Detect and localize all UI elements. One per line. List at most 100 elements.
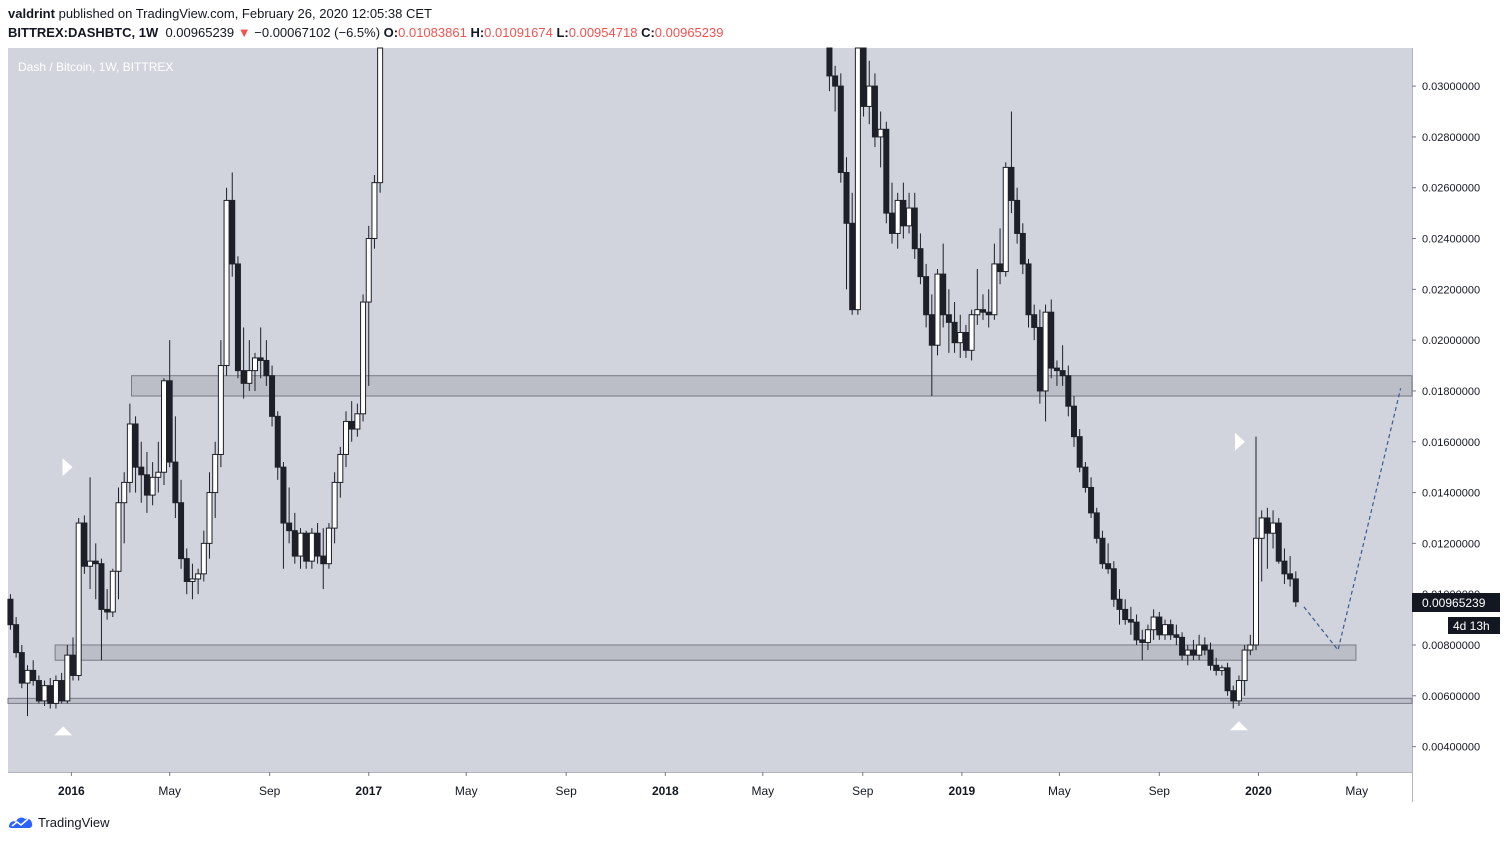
price-tick-label: 0.00400000 bbox=[1422, 742, 1480, 754]
candle-body-up bbox=[246, 370, 253, 384]
candle-body-down bbox=[178, 502, 185, 560]
candle-body-down bbox=[166, 380, 173, 463]
candle-body-down bbox=[883, 128, 890, 214]
candle-body-up bbox=[1002, 166, 1009, 273]
candle-body-up bbox=[1184, 649, 1191, 656]
candle-body-down bbox=[7, 598, 14, 626]
candle-body-down bbox=[1048, 311, 1055, 369]
candle-body-up bbox=[1150, 616, 1157, 631]
candle-body-down bbox=[47, 685, 54, 704]
candle-body-down bbox=[837, 85, 844, 173]
candle-body-up bbox=[934, 273, 941, 346]
candle-body-down bbox=[1110, 568, 1117, 600]
tradingview-brand-text: TradingView bbox=[38, 814, 110, 830]
candle-body-down bbox=[104, 608, 111, 613]
candle-body-down bbox=[826, 47, 833, 77]
candle-body-up bbox=[1196, 644, 1203, 656]
candle-body-up bbox=[1258, 517, 1265, 539]
candle-body-down bbox=[257, 357, 264, 361]
high-label: H: bbox=[470, 25, 485, 40]
candle-body-up bbox=[1235, 680, 1242, 702]
candle-body-down bbox=[1076, 436, 1083, 468]
last-price: 0.00965239 bbox=[165, 25, 235, 40]
candle-body-down bbox=[172, 461, 179, 504]
time-axis[interactable]: 2016 May Sep 2017 May Sep 2018 May Sep 2019 May Sep… bbox=[8, 772, 1412, 802]
time-tick-label: 2017 bbox=[355, 784, 382, 798]
candle-body-down bbox=[1224, 667, 1231, 692]
candle-body-down bbox=[900, 199, 907, 227]
time-tick-label: May bbox=[751, 784, 774, 798]
support-resistance-zone-1 bbox=[54, 644, 1357, 661]
candle-body-up bbox=[115, 502, 122, 572]
candle-body-down bbox=[132, 423, 139, 468]
price-tick-label: 0.02000000 bbox=[1422, 335, 1480, 347]
candle-body-down bbox=[1008, 166, 1015, 201]
candle-body-up bbox=[377, 47, 384, 184]
candle-body-down bbox=[1031, 314, 1038, 328]
candle-body-up bbox=[41, 685, 48, 702]
footer-brand[interactable]: TradingView bbox=[8, 814, 110, 830]
candle-body-up bbox=[877, 128, 884, 138]
up-triangle-marker-icon bbox=[1229, 721, 1248, 731]
candle-body-up bbox=[957, 332, 964, 344]
candle-body-down bbox=[911, 207, 918, 250]
candle-body-down bbox=[843, 171, 850, 224]
author-name[interactable]: valdrint bbox=[8, 6, 55, 21]
price-tick-label: 0.01400000 bbox=[1422, 488, 1480, 500]
candles-layer bbox=[7, 47, 1299, 717]
candle-body-up bbox=[126, 423, 133, 483]
zones-layer bbox=[7, 375, 1413, 704]
candle-body-down bbox=[229, 199, 236, 265]
candle-body-down bbox=[832, 75, 839, 87]
candle-body-down bbox=[280, 466, 287, 524]
time-tick-label: 2019 bbox=[949, 784, 976, 798]
candle-body-up bbox=[297, 532, 304, 557]
candle-body-down bbox=[1105, 563, 1112, 570]
high-value: 0.01091674 bbox=[484, 25, 553, 40]
low-label: L: bbox=[556, 25, 569, 40]
candle-body-down bbox=[1082, 466, 1089, 488]
candle-body-down bbox=[1133, 621, 1140, 641]
candle-body-down bbox=[997, 263, 1004, 273]
candle-body-up bbox=[325, 527, 332, 565]
candle-body-down bbox=[269, 375, 276, 417]
candle-body-down bbox=[1207, 649, 1214, 666]
down-arrow-icon: ▼ bbox=[237, 25, 251, 40]
candle-body-down bbox=[871, 85, 878, 138]
candle-body-down bbox=[1099, 537, 1106, 565]
support-resistance-zone-0 bbox=[131, 375, 1413, 397]
publish-info: valdrint published on TradingView.com, F… bbox=[8, 6, 432, 21]
candle-body-down bbox=[980, 309, 986, 313]
candle-body-up bbox=[87, 560, 94, 567]
candle-body-down bbox=[1139, 639, 1146, 643]
candle-body-down bbox=[1127, 619, 1134, 623]
price-tick-label: 0.01600000 bbox=[1422, 437, 1480, 449]
candle-body-down bbox=[263, 359, 270, 377]
right-triangle-marker-icon bbox=[1234, 432, 1245, 451]
candle-body-down bbox=[1173, 634, 1180, 638]
candle-body-up bbox=[1241, 649, 1248, 682]
candle-body-up bbox=[52, 680, 59, 704]
candle-body-down bbox=[1156, 616, 1163, 636]
candle-body-down bbox=[30, 669, 37, 682]
price-axis-background bbox=[1413, 48, 1508, 802]
candle-body-up bbox=[206, 492, 213, 544]
candle-body-up bbox=[75, 522, 82, 676]
last-price-axis-label: 0.00965239 bbox=[1422, 596, 1486, 610]
candle-body-down bbox=[1281, 560, 1288, 575]
candle-body-up bbox=[365, 238, 372, 303]
candle-body-down bbox=[320, 555, 327, 565]
candle-body-down bbox=[314, 532, 321, 557]
candle-body-down bbox=[1059, 370, 1066, 377]
candle-body-up bbox=[991, 263, 998, 316]
price-axis[interactable]: 0.004000000.006000000.008000000.01000000… bbox=[1412, 48, 1508, 802]
candle-body-up bbox=[1144, 629, 1151, 643]
candle-body-down bbox=[1065, 375, 1072, 407]
time-tick-label: Sep bbox=[556, 784, 578, 798]
candle-body-up bbox=[223, 199, 230, 367]
price-tick-label: 0.02200000 bbox=[1422, 284, 1480, 296]
candle-body-down bbox=[13, 624, 20, 654]
projection-path bbox=[1303, 388, 1402, 652]
candle-body-down bbox=[18, 652, 25, 684]
